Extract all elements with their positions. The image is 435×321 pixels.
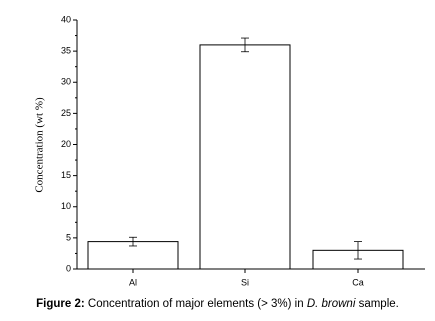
x-tick-label: Ca bbox=[352, 277, 364, 287]
chart: Concentration (wt %) 0 5 10 15 20 25 30 35 40 Al S… bbox=[34, 14, 425, 287]
y-tick-label: 40 bbox=[61, 14, 71, 24]
bar bbox=[199, 44, 291, 270]
error-bar bbox=[354, 241, 362, 260]
x-tick-label: Si bbox=[241, 277, 249, 287]
y-tick-label: 35 bbox=[61, 46, 71, 56]
y-tick-label: 30 bbox=[61, 77, 71, 87]
caption-species: D. browni bbox=[306, 298, 356, 310]
caption-text: sample. bbox=[355, 298, 399, 310]
y-tick-label: 15 bbox=[61, 170, 71, 180]
y-tick-label: 20 bbox=[61, 139, 71, 149]
y-tick-label: 25 bbox=[61, 108, 71, 118]
error-bar bbox=[241, 37, 249, 53]
y-tick-label: 0 bbox=[66, 263, 71, 273]
y-tick-label: 10 bbox=[61, 201, 71, 211]
caption-text: Concentration of major elements (> 3%) i… bbox=[84, 298, 307, 310]
y-tick-label: 5 bbox=[66, 232, 71, 242]
y-axis-label: Concentration (wt %) bbox=[34, 97, 46, 193]
error-bar bbox=[129, 236, 137, 247]
x-tick-label: Al bbox=[129, 277, 137, 287]
caption-label: Figure 2: bbox=[36, 298, 85, 310]
caption: Figure 2: Concentration of major element… bbox=[0, 298, 435, 310]
